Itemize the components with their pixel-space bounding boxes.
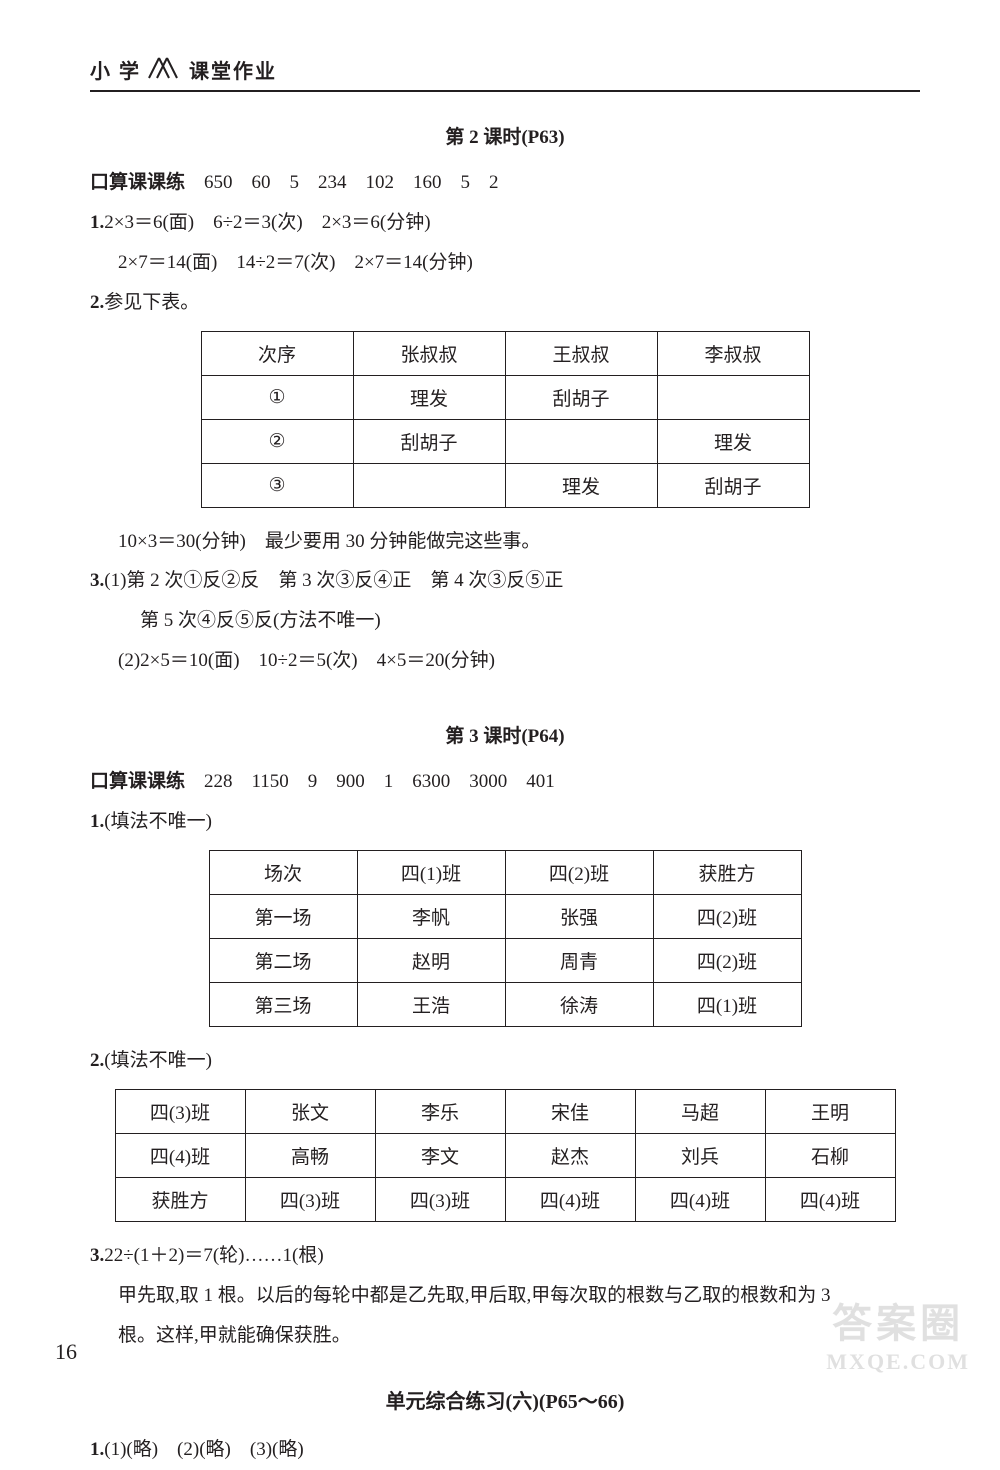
lesson3-q3-line1: 3.22÷(1＋2)＝7(轮)……1(根) [90, 1236, 920, 1276]
lesson2-q3-line1: 3.(1)第 2 次①反②反 第 3 次③反④正 第 4 次③反⑤正 [90, 561, 920, 601]
table-cell: 四(2)班 [653, 894, 801, 938]
table-cell: 四(1)班 [653, 982, 801, 1026]
table-cell: 四(3)班 [115, 1089, 245, 1133]
table-cell: 李帆 [357, 894, 505, 938]
table-cell: ③ [201, 463, 353, 507]
table-cell: 赵杰 [505, 1133, 635, 1177]
lesson3-q3-line3: 根。这样,甲就能确保获胜。 [90, 1316, 920, 1356]
table-cell: 刮胡子 [353, 419, 505, 463]
header-left: 小 学 [90, 55, 141, 90]
header-right: 课堂作业 [189, 55, 277, 90]
watermark: 答案圈 MXQE.COM [826, 1291, 970, 1375]
lesson2-table: 次序 张叔叔 王叔叔 李叔叔 ① 理发 刮胡子 ② 刮胡子 理发 ③ 理发 刮胡… [201, 331, 810, 508]
lesson3-table2: 四(3)班 张文 李乐 宋佳 马超 王明 四(4)班 高畅 李文 赵杰 刘兵 石… [115, 1089, 896, 1222]
lesson3-q2-label: 2.(填法不唯一) [90, 1041, 920, 1081]
lesson2-q1-line2: 2×7＝14(面) 14÷2＝7(次) 2×7＝14(分钟) [90, 243, 920, 283]
table-header: 张叔叔 [353, 331, 505, 375]
table-cell: 第一场 [209, 894, 357, 938]
table-cell: 四(4)班 [765, 1177, 895, 1221]
lesson2-q2-label: 2.参见下表。 [90, 283, 920, 323]
table-cell: 四(3)班 [375, 1177, 505, 1221]
table-cell: 四(4)班 [635, 1177, 765, 1221]
table-cell [657, 375, 809, 419]
table-cell: 王明 [765, 1089, 895, 1133]
lesson3-q1-label: 1.(填法不唯一) [90, 802, 920, 842]
lesson2-q2-note: 10×3＝30(分钟) 最少要用 30 分钟能做完这些事。 [90, 522, 920, 562]
table-cell: 李乐 [375, 1089, 505, 1133]
table-cell: 理发 [353, 375, 505, 419]
lesson2-title: 第 2 课时(P63) [90, 122, 920, 149]
table-cell: 石柳 [765, 1133, 895, 1177]
table-cell: 刮胡子 [505, 375, 657, 419]
table-cell: 四(4)班 [115, 1133, 245, 1177]
table-cell: 周青 [505, 938, 653, 982]
table-header: 四(1)班 [357, 850, 505, 894]
watermark-bottom: MXQE.COM [826, 1349, 970, 1375]
table-header: 王叔叔 [505, 331, 657, 375]
table-cell [505, 419, 657, 463]
chevron-icon [147, 56, 183, 85]
table-cell: 第二场 [209, 938, 357, 982]
table-cell: 理发 [657, 419, 809, 463]
lesson3-title: 第 3 课时(P64) [90, 721, 920, 748]
table-cell: 宋佳 [505, 1089, 635, 1133]
table-header: 场次 [209, 850, 357, 894]
table-cell: 四(3)班 [245, 1177, 375, 1221]
table-cell: ① [201, 375, 353, 419]
table-cell [353, 463, 505, 507]
table-cell: ② [201, 419, 353, 463]
lesson3-kousuan: 口算课课练 228 1150 9 900 1 6300 3000 401 [90, 762, 920, 802]
table-cell: 获胜方 [115, 1177, 245, 1221]
unit-q1: 1.(1)(略) (2)(略) (3)(略) [90, 1430, 920, 1470]
table-cell: 刮胡子 [657, 463, 809, 507]
page-header: 小 学 课堂作业 [90, 55, 920, 92]
table-cell: 王浩 [357, 982, 505, 1026]
watermark-top: 答案圈 [826, 1291, 970, 1349]
table-header: 四(2)班 [505, 850, 653, 894]
lesson2-q3-line2: 第 5 次④反⑤反(方法不唯一) [90, 601, 920, 641]
table-cell: 刘兵 [635, 1133, 765, 1177]
table-cell: 李文 [375, 1133, 505, 1177]
table-cell: 四(2)班 [653, 938, 801, 982]
table-header: 李叔叔 [657, 331, 809, 375]
table-cell: 赵明 [357, 938, 505, 982]
kousuan-label: 口算课课练 [90, 172, 185, 193]
lesson3-table1: 场次 四(1)班 四(2)班 获胜方 第一场 李帆 张强 四(2)班 第二场 赵… [209, 850, 802, 1027]
lesson2-q3-line3: (2)2×5＝10(面) 10÷2＝5(次) 4×5＝20(分钟) [90, 641, 920, 681]
table-cell: 高畅 [245, 1133, 375, 1177]
lesson2-kousuan: 口算课课练 650 60 5 234 102 160 5 2 [90, 163, 920, 203]
table-cell: 徐涛 [505, 982, 653, 1026]
lesson2-q1-line1: 1.2×3＝6(面) 6÷2＝3(次) 2×3＝6(分钟) [90, 203, 920, 243]
page-number: 16 [55, 1339, 77, 1365]
table-header: 获胜方 [653, 850, 801, 894]
kousuan-values: 650 60 5 234 102 160 5 2 [185, 172, 499, 193]
unit-title: 单元综合练习(六)(P65～66) [90, 1385, 920, 1414]
lesson3-q3-line2: 甲先取,取 1 根。以后的每轮中都是乙先取,甲后取,甲每次取的根数与乙取的根数和… [90, 1276, 920, 1316]
table-cell: 第三场 [209, 982, 357, 1026]
kousuan-values: 228 1150 9 900 1 6300 3000 401 [185, 771, 555, 792]
table-header: 次序 [201, 331, 353, 375]
table-cell: 张文 [245, 1089, 375, 1133]
table-cell: 张强 [505, 894, 653, 938]
table-cell: 马超 [635, 1089, 765, 1133]
table-cell: 理发 [505, 463, 657, 507]
kousuan-label: 口算课课练 [90, 771, 185, 792]
table-cell: 四(4)班 [505, 1177, 635, 1221]
